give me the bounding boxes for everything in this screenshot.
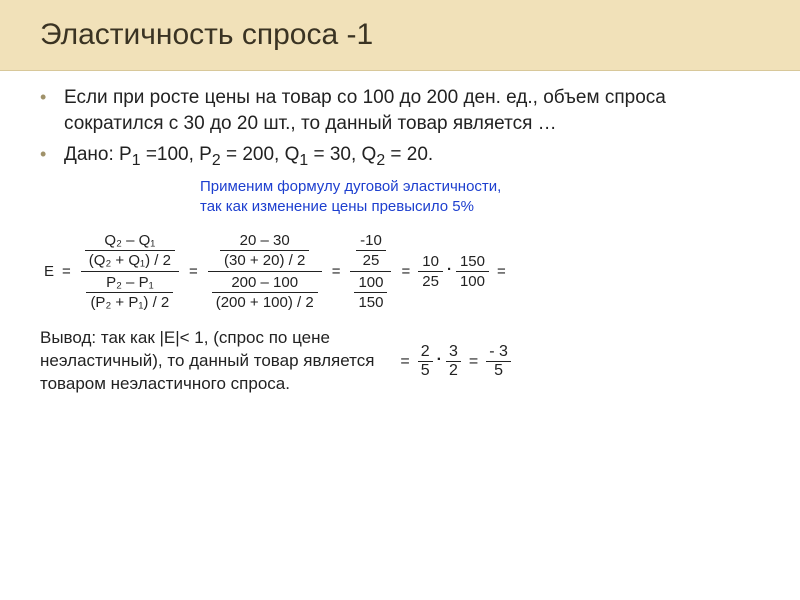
note-line-1: Применим формулу дуговой эластичности, (200, 177, 760, 197)
bullet-icon: • (40, 85, 64, 110)
f1-bot: 5 (418, 362, 433, 380)
conclusion-row: Вывод: так как |E|< 1, (спрос по цене не… (40, 327, 760, 396)
sym-den-bot: (P₂ + P₁) / 2 (86, 293, 173, 312)
p1-bot: 25 (418, 272, 443, 291)
sym-num-top: Q₂ – Q₁ (100, 231, 159, 250)
s1: -10 25 (356, 231, 386, 270)
simplified-fraction: -10 25 100 150 (350, 230, 391, 313)
val-den-top: 200 – 100 (227, 273, 302, 292)
conclusion-line-2: неэластичный), то данный товар является (40, 350, 374, 373)
s2: 100 150 (354, 273, 387, 312)
sub-q2: 2 (376, 152, 385, 169)
val-denominator: 200 – 100 (200 + 100) / 2 (212, 273, 318, 312)
sub-p1: 1 (132, 152, 141, 169)
bullet-icon: • (40, 142, 64, 167)
product-frac-2: 150 100 (456, 252, 489, 291)
bullet-2: • Дано: P1 =100, P2 = 200, Q1 = 30, Q2 =… (40, 142, 760, 171)
p1-top: 10 (418, 252, 443, 271)
formula-note: Применим формулу дуговой эластичности, т… (200, 177, 760, 216)
equals-sign: = (392, 353, 417, 371)
bullet-2-text: Дано: P1 =100, P2 = 200, Q1 = 30, Q2 = 2… (64, 142, 433, 171)
val-den-bot: (200 + 100) / 2 (212, 293, 318, 312)
slide-title: Эластичность спроса -1 (40, 18, 760, 52)
symbolic-fraction: Q₂ – Q₁ (Q₂ + Q₁) / 2 P₂ – P₁ (P₂ + P₁) … (81, 230, 179, 313)
given-p1: =100, P (141, 144, 212, 165)
equals-sign: = (324, 263, 349, 280)
note-line-2: так как изменение цены превысило 5% (200, 197, 760, 217)
sym-numerator: Q₂ – Q₁ (Q₂ + Q₁) / 2 (85, 231, 175, 270)
bullet-1-text: Если при росте цены на товар со 100 до 2… (64, 85, 760, 136)
equals-sign: = (54, 263, 79, 280)
formula-E: E (44, 263, 54, 280)
s1-bot: 25 (359, 251, 384, 270)
sym-denominator: P₂ – P₁ (P₂ + P₁) / 2 (86, 273, 173, 312)
result-frac-1: 2 5 (418, 343, 433, 380)
multiply-dot: · (443, 261, 456, 278)
sub-q1: 1 (299, 152, 308, 169)
product-frac-1: 10 25 (418, 252, 443, 291)
sym-num-bot: (Q₂ + Q₁) / 2 (85, 251, 175, 270)
bullet-1: • Если при росте цены на товар со 100 до… (40, 85, 760, 136)
given-q1: = 30, Q (308, 144, 376, 165)
sub-p2: 2 (212, 152, 221, 169)
numeric-fraction: 20 – 30 (30 + 20) / 2 200 – 100 (200 + 1… (208, 230, 322, 313)
f3-top: - 3 (486, 343, 511, 361)
slide-content: • Если при росте цены на товар со 100 до… (0, 71, 800, 406)
multiply-dot: · (433, 351, 446, 369)
f2-top: 3 (446, 343, 461, 361)
f1-top: 2 (418, 343, 433, 361)
s2-bot: 150 (354, 293, 387, 312)
f3-bot: 5 (491, 362, 506, 380)
equals-sign: = (461, 353, 486, 371)
equals-sign: = (489, 263, 514, 280)
val-numerator: 20 – 30 (30 + 20) / 2 (220, 231, 309, 270)
val-num-top: 20 – 30 (236, 231, 294, 250)
result-frac-2: 3 2 (446, 343, 461, 380)
conclusion-formula: = 2 5 · 3 2 = - 3 5 (392, 343, 511, 380)
given-q2: = 20. (385, 144, 433, 165)
conclusion-line-3: товаром неэластичного спроса. (40, 373, 374, 396)
p2-bot: 100 (456, 272, 489, 291)
title-bar: Эластичность спроса -1 (0, 0, 800, 71)
s1-top: -10 (356, 231, 386, 250)
s2-top: 100 (354, 273, 387, 292)
f2-bot: 2 (446, 362, 461, 380)
elasticity-formula: E = Q₂ – Q₁ (Q₂ + Q₁) / 2 P₂ – P₁ (P₂ + … (44, 230, 760, 313)
conclusion-line-1: Вывод: так как |E|< 1, (спрос по цене (40, 327, 374, 350)
val-num-bot: (30 + 20) / 2 (220, 251, 309, 270)
sym-den-top: P₂ – P₁ (102, 273, 158, 292)
equals-sign: = (393, 263, 418, 280)
p2-top: 150 (456, 252, 489, 271)
result-frac-3: - 3 5 (486, 343, 511, 380)
conclusion-text: Вывод: так как |E|< 1, (спрос по цене не… (40, 327, 392, 396)
given-p2: = 200, Q (221, 144, 300, 165)
given-prefix: Дано: P (64, 144, 132, 165)
equals-sign: = (181, 263, 206, 280)
